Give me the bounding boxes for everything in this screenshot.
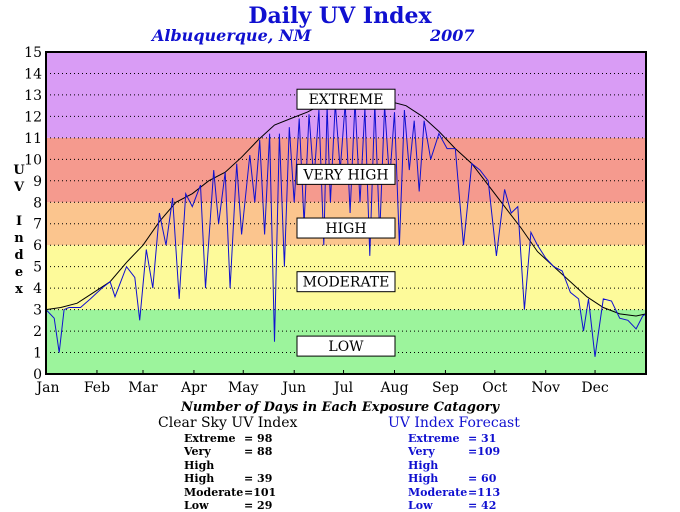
x-tick-label: Sep bbox=[432, 380, 459, 396]
plot-frame bbox=[45, 51, 647, 375]
count-value: = 60 bbox=[468, 472, 497, 486]
band-label-text: EXTREME bbox=[309, 92, 384, 108]
count-value: = 98 bbox=[244, 432, 273, 445]
count-value: =101 bbox=[244, 485, 277, 499]
x-tick-labels: Jan Feb Mar Apr May Jun Jul Aug Sep Oct Nov Dec bbox=[35, 370, 609, 396]
count-value: =109 bbox=[468, 445, 501, 459]
band-label-text: MODERATE bbox=[303, 275, 390, 291]
y-tick-label: 8 bbox=[33, 195, 42, 211]
series-line-uv-index-forecast bbox=[45, 101, 647, 357]
y-tick-label: 5 bbox=[33, 260, 42, 276]
count-row: Extreme = 31 bbox=[408, 432, 520, 445]
y-tick-label: 7 bbox=[33, 217, 42, 233]
y-axis-letter: U bbox=[13, 163, 25, 178]
y-axis-letter: n bbox=[14, 231, 24, 246]
count-label: Low bbox=[408, 499, 433, 512]
forecast-counts: UV Index Forecast Extreme = 31 Very High =… bbox=[388, 415, 520, 512]
x-tick-label: Dec bbox=[581, 380, 609, 396]
x-tick-label: Apr bbox=[180, 380, 207, 396]
count-row: High = 60 bbox=[408, 472, 520, 485]
x-tick-label: Jul bbox=[332, 380, 354, 396]
band-label-text: LOW bbox=[328, 339, 364, 355]
band-label-high: HIGH bbox=[296, 217, 396, 239]
y-tick-label: 11 bbox=[24, 131, 42, 147]
count-row: Low = 29 bbox=[184, 499, 297, 512]
count-label: Extreme bbox=[408, 432, 460, 445]
y-axis-letter: V bbox=[13, 180, 25, 195]
band-labels: LOW MODERATE HIGH VERY HIGH EXTREME bbox=[296, 88, 396, 357]
y-tick-label: 15 bbox=[24, 45, 42, 61]
count-value: = 42 bbox=[468, 499, 497, 512]
x-tick-label: Oct bbox=[482, 380, 507, 396]
x-tick-label: Jan bbox=[35, 380, 60, 396]
y-tick-label: 13 bbox=[24, 88, 42, 104]
x-tick-label: Jun bbox=[280, 380, 306, 396]
count-row: Moderate =113 bbox=[408, 486, 520, 499]
y-axis-letter: I bbox=[15, 214, 23, 229]
count-label: Moderate bbox=[408, 485, 468, 499]
count-label: Very High bbox=[408, 445, 439, 472]
count-label: Moderate bbox=[184, 485, 244, 499]
y-tick-label: 2 bbox=[33, 324, 42, 340]
x-tick-label: Aug bbox=[379, 380, 408, 396]
count-row: Low = 42 bbox=[408, 499, 520, 512]
band-label-box bbox=[296, 88, 396, 110]
count-row: High = 39 bbox=[184, 472, 297, 485]
y-axis-letter: e bbox=[14, 265, 24, 280]
y-axis-letter: d bbox=[14, 248, 24, 263]
count-label: Extreme bbox=[184, 432, 236, 445]
band-label-text: VERY HIGH bbox=[302, 167, 388, 183]
count-value: = 31 bbox=[468, 432, 497, 445]
y-tick-label: 6 bbox=[33, 238, 42, 254]
y-tick-label: 9 bbox=[33, 174, 42, 190]
band-label-low: LOW bbox=[296, 335, 396, 357]
counts-caption: Number of Days in Each Exposure Catagory bbox=[180, 400, 500, 415]
count-label: Very High bbox=[184, 445, 215, 472]
count-value: = 88 bbox=[244, 445, 273, 459]
y-tick-label: 10 bbox=[24, 152, 42, 168]
y-tick-label: 4 bbox=[33, 281, 42, 297]
x-tick-label: Nov bbox=[531, 380, 560, 396]
count-value: = 29 bbox=[244, 499, 273, 512]
y-axis-letter: x bbox=[15, 282, 23, 297]
count-row: Moderate =101 bbox=[184, 486, 297, 499]
count-label: High bbox=[408, 472, 439, 486]
x-tick-label: Mar bbox=[128, 380, 158, 396]
count-row: Very High = 88 bbox=[184, 445, 297, 472]
y-tick-label: 12 bbox=[24, 109, 42, 125]
year-label: 2007 bbox=[430, 26, 475, 45]
y-axis-letter bbox=[12, 196, 26, 213]
band-label-box bbox=[296, 271, 396, 293]
y-tick-label: 14 bbox=[24, 66, 42, 82]
count-value: = 39 bbox=[244, 472, 273, 486]
clear-sky-counts: Clear Sky UV Index Extreme = 98 Very High… bbox=[158, 415, 297, 512]
band-label-very-high: VERY HIGH bbox=[296, 163, 396, 185]
location-label: Albuquerque, NM bbox=[152, 26, 312, 45]
x-tick-label: May bbox=[228, 380, 259, 396]
y-axis-label: U V I n d e x bbox=[12, 162, 26, 298]
count-row: Very High =109 bbox=[408, 445, 520, 472]
y-tick-label: 1 bbox=[33, 346, 42, 362]
count-value: =113 bbox=[468, 485, 501, 499]
count-row: Extreme = 98 bbox=[184, 432, 297, 445]
band-label-extreme: EXTREME bbox=[296, 88, 396, 110]
grid-lines bbox=[46, 72, 646, 354]
band-label-box bbox=[296, 163, 396, 185]
x-tick-label: Feb bbox=[84, 380, 110, 396]
forecast-heading: UV Index Forecast bbox=[388, 415, 520, 431]
chart-title: Daily UV Index bbox=[248, 3, 432, 29]
band-label-box bbox=[296, 335, 396, 357]
band-label-text: HIGH bbox=[325, 221, 366, 237]
y-tick-label: 3 bbox=[33, 303, 42, 319]
clear-sky-heading: Clear Sky UV Index bbox=[158, 415, 298, 431]
count-label: High bbox=[184, 472, 215, 486]
y-tick-label: 0 bbox=[33, 367, 42, 383]
band-label-moderate: MODERATE bbox=[296, 271, 396, 293]
count-label: Low bbox=[184, 499, 209, 512]
band-label-box bbox=[296, 217, 396, 239]
